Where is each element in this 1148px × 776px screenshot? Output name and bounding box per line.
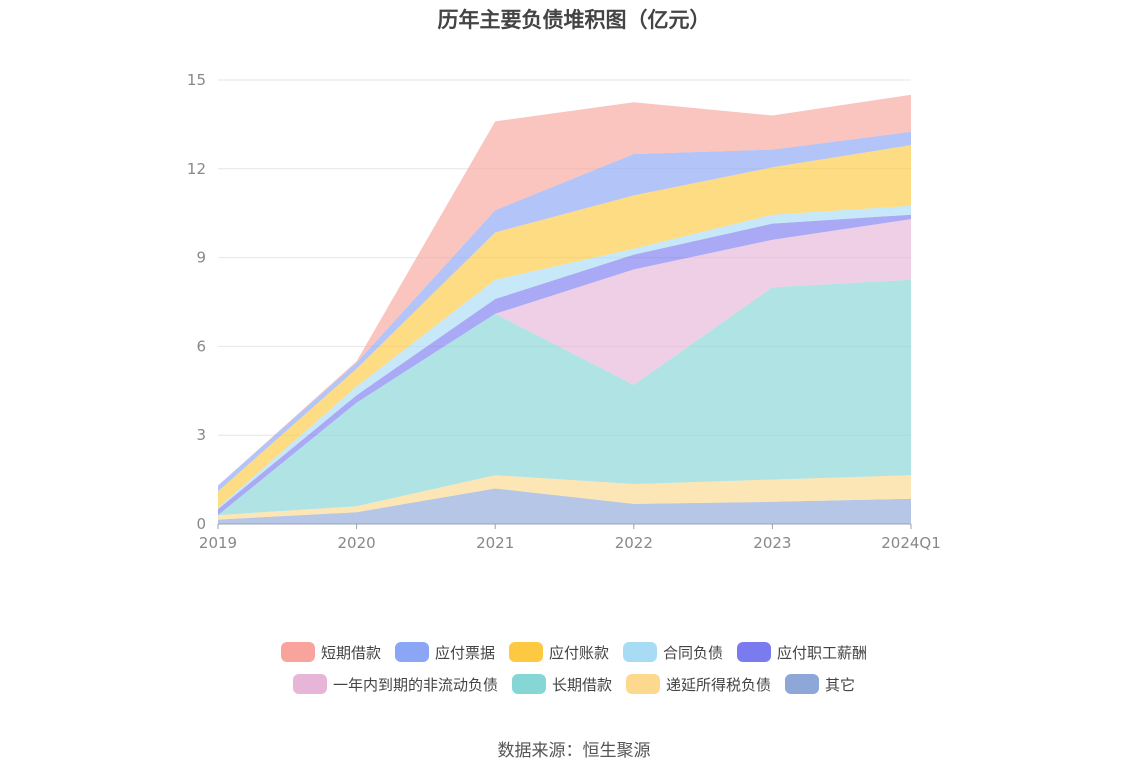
legend-item[interactable]: 长期借款	[511, 674, 612, 695]
legend-swatch	[292, 674, 327, 694]
legend-item[interactable]: 应付职工薪酬	[737, 642, 867, 663]
area-series	[218, 219, 911, 516]
y-tick-label: 12	[187, 160, 206, 178]
area-series	[218, 475, 911, 520]
legend-label: 应付票据	[434, 643, 495, 662]
x-tick-label: 2023	[753, 534, 791, 552]
y-tick-label: 15	[187, 71, 206, 89]
legend-label: 长期借款	[551, 675, 612, 694]
area-series	[218, 488, 911, 524]
legend-item[interactable]: 短期借款	[280, 642, 381, 663]
legend-label: 应付职工薪酬	[777, 643, 868, 662]
legend-swatch	[785, 674, 820, 694]
legend: 短期借款 应付票据 应付账款 合同负债 应付职工薪酬 一年内到期的非流动负债 长期借款 递延…	[0, 636, 1148, 700]
x-tick-label: 2021	[476, 534, 514, 552]
legend-swatch	[626, 674, 660, 694]
legend-swatch	[508, 642, 543, 662]
series-areas	[218, 94, 911, 524]
legend-label: 应付账款	[548, 643, 609, 662]
x-tick-label: 2022	[615, 534, 653, 552]
source-note: 数据来源：恒生聚源	[497, 741, 651, 761]
legend-label: 其它	[825, 675, 856, 694]
area-series	[218, 94, 911, 486]
chart-title: 历年主要负债堆积图（亿元）	[437, 8, 711, 32]
x-tick-label: 2024Q1	[881, 534, 941, 552]
x-tick-label: 2019	[199, 534, 237, 552]
legend-item[interactable]: 其它	[785, 674, 855, 695]
area-series	[218, 131, 911, 492]
y-tick-label: 6	[196, 337, 206, 355]
legend-swatch	[737, 642, 772, 662]
legend-row: 一年内到期的非流动负债 长期借款 递延所得税负债 其它	[0, 668, 1148, 700]
legend-item[interactable]: 应付票据	[394, 642, 495, 663]
x-tick-label: 2020	[338, 534, 376, 552]
area-series	[218, 205, 911, 510]
area-series	[218, 145, 911, 508]
area-series	[218, 279, 911, 516]
legend-item[interactable]: 合同负债	[623, 642, 723, 663]
legend-swatch	[623, 642, 657, 662]
legend-item[interactable]: 递延所得税负债	[626, 674, 771, 695]
legend-swatch	[394, 642, 429, 662]
legend-label: 短期借款	[320, 643, 381, 662]
legend-item[interactable]: 一年内到期的非流动负债	[292, 674, 498, 695]
legend-label: 递延所得税负债	[666, 675, 772, 694]
legend-label: 合同负债	[663, 643, 724, 662]
y-tick-label: 3	[196, 426, 206, 444]
y-tick-label: 0	[196, 515, 206, 533]
legend-item[interactable]: 应付账款	[508, 642, 609, 663]
y-tick-label: 9	[196, 249, 206, 267]
legend-swatch	[511, 674, 546, 694]
legend-swatch	[280, 642, 315, 662]
legend-row: 短期借款 应付票据 应付账款 合同负债 应付职工薪酬	[0, 636, 1148, 668]
axes: 0 3 6 9 12 15 2019 2020 2021 2022 2023 2024Q1	[187, 71, 941, 552]
legend-label: 一年内到期的非流动负债	[332, 675, 498, 694]
